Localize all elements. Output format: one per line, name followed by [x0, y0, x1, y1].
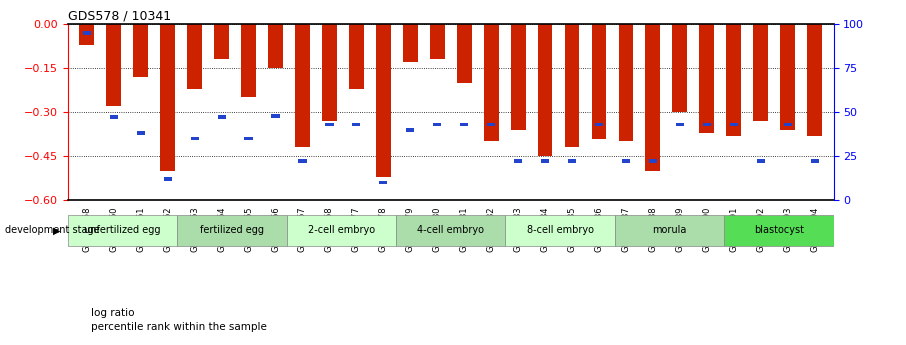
- Text: unfertilized egg: unfertilized egg: [84, 225, 161, 235]
- Bar: [514, 159, 522, 163]
- Bar: [133, 24, 149, 77]
- Bar: [217, 116, 226, 119]
- Bar: [457, 24, 472, 83]
- Bar: [429, 24, 445, 59]
- FancyBboxPatch shape: [68, 215, 178, 246]
- Bar: [325, 122, 333, 126]
- Bar: [784, 122, 792, 126]
- Bar: [160, 24, 175, 171]
- Text: percentile rank within the sample: percentile rank within the sample: [91, 322, 266, 332]
- Bar: [537, 24, 553, 156]
- FancyBboxPatch shape: [724, 215, 834, 246]
- Text: development stage: development stage: [5, 225, 99, 235]
- Bar: [484, 24, 498, 141]
- Bar: [649, 159, 657, 163]
- FancyBboxPatch shape: [615, 215, 724, 246]
- Text: 4-cell embryo: 4-cell embryo: [418, 225, 484, 235]
- Bar: [137, 131, 145, 135]
- Bar: [511, 24, 525, 130]
- FancyBboxPatch shape: [396, 215, 506, 246]
- Text: morula: morula: [652, 225, 687, 235]
- Text: ▶: ▶: [53, 225, 61, 235]
- Bar: [403, 24, 418, 62]
- Bar: [406, 128, 414, 132]
- Bar: [433, 122, 441, 126]
- Bar: [780, 24, 795, 130]
- Bar: [757, 159, 765, 163]
- Bar: [190, 137, 198, 140]
- Text: 2-cell embryo: 2-cell embryo: [308, 225, 375, 235]
- Text: blastocyst: blastocyst: [754, 225, 804, 235]
- Bar: [110, 116, 118, 119]
- Bar: [214, 24, 229, 59]
- Bar: [376, 24, 390, 177]
- Bar: [676, 122, 684, 126]
- Bar: [245, 137, 253, 140]
- Bar: [619, 24, 633, 141]
- Bar: [487, 122, 496, 126]
- Bar: [753, 24, 768, 121]
- Bar: [699, 24, 714, 133]
- Text: log ratio: log ratio: [91, 308, 134, 318]
- Bar: [592, 24, 606, 139]
- Bar: [188, 24, 202, 89]
- Bar: [811, 159, 819, 163]
- Bar: [727, 24, 741, 136]
- Bar: [807, 24, 822, 136]
- Bar: [106, 24, 121, 106]
- FancyBboxPatch shape: [178, 215, 286, 246]
- FancyBboxPatch shape: [506, 215, 615, 246]
- Bar: [595, 122, 603, 126]
- Bar: [295, 24, 310, 147]
- Bar: [164, 177, 172, 181]
- Bar: [82, 31, 91, 35]
- Bar: [460, 122, 468, 126]
- FancyBboxPatch shape: [286, 215, 396, 246]
- Text: GDS578 / 10341: GDS578 / 10341: [68, 10, 171, 23]
- Bar: [298, 159, 306, 163]
- Bar: [322, 24, 337, 121]
- Text: fertilized egg: fertilized egg: [200, 225, 264, 235]
- Bar: [241, 24, 256, 98]
- Bar: [349, 24, 364, 89]
- Bar: [80, 24, 94, 45]
- Text: 8-cell embryo: 8-cell embryo: [526, 225, 593, 235]
- Bar: [352, 122, 361, 126]
- Bar: [272, 114, 280, 118]
- Bar: [568, 159, 576, 163]
- Bar: [564, 24, 580, 147]
- Bar: [268, 24, 283, 68]
- Bar: [672, 24, 688, 112]
- Bar: [541, 159, 549, 163]
- Bar: [622, 159, 630, 163]
- Bar: [703, 122, 711, 126]
- Bar: [380, 180, 388, 185]
- Bar: [729, 122, 737, 126]
- Bar: [645, 24, 660, 171]
